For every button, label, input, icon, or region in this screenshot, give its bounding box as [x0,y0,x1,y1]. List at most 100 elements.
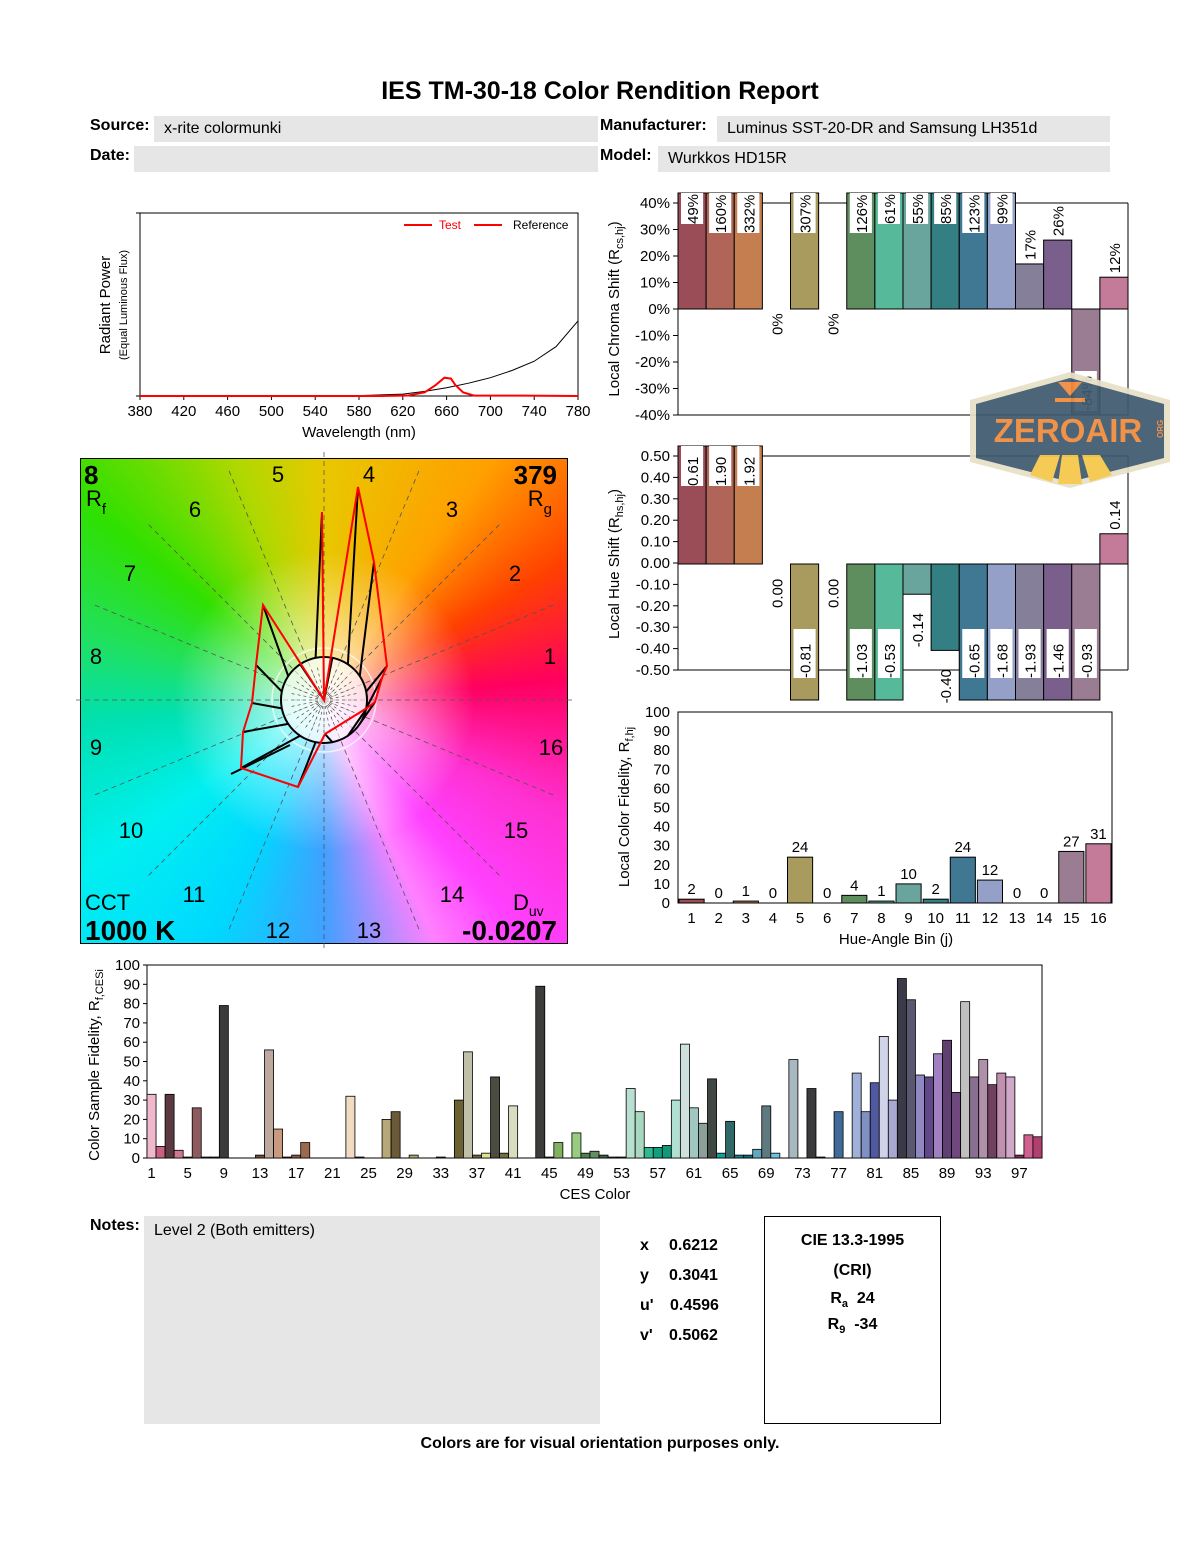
bar-value-label: 0 [769,885,777,902]
x-tick-label: 53 [613,1165,630,1182]
bar-value-label: -0.93 [1079,644,1096,678]
bar-value-label: 99% [994,194,1011,224]
chroma-vector-arrow [240,734,301,769]
bar-value-label: 31 [1090,826,1107,843]
x-tick-label: 660 [434,403,459,420]
v-prime-label: v' [640,1327,653,1344]
y-tick-label: 20% [640,248,670,265]
series-test-line [140,376,579,397]
duv-label: Duv [513,890,544,919]
bar-value-label: 0 [1040,885,1048,902]
ces-bar-84 [896,978,907,1159]
ces-bar-13 [255,1154,265,1159]
bin-number-label: 4 [363,462,375,487]
ces-bar-68 [752,1148,763,1159]
ces-bar-93 [978,1059,989,1159]
radial-tick [326,668,338,695]
ces-bar-89 [942,1039,952,1159]
r9-label: R [827,1316,840,1334]
cri-subtitle: (CRI) [833,1262,872,1279]
y-tick-label: 30% [640,222,670,239]
y-tick-label: 0.30 [641,491,670,508]
ces-bar-59 [670,1099,681,1159]
ces-bar-45 [544,1156,555,1159]
ces-bar-18 [300,1142,311,1159]
bar-bin-8 [868,900,895,904]
spectrum-xlabel: Wavelength (nm) [302,424,416,441]
radial-tick [310,705,322,732]
bar-label-bg [1018,629,1041,678]
bar-label-bg [877,193,900,224]
y-tick-label: 40 [653,819,670,836]
x-tick-label: 5 [184,1165,192,1182]
legend-reference-label: Reference [513,218,569,232]
bar-value-label: 24 [792,839,809,856]
bar-value-label: 26% [1051,206,1068,236]
bar-value-label: 0.14 [1107,501,1124,530]
x-label: x [640,1237,649,1254]
y-tick-label: 40% [640,195,670,212]
spectral-power-chart: Radiant Power (Equal Luminous Flux) Wave… [97,212,591,441]
x-tick-label: 1 [687,910,695,927]
bar-value-label: 160% [713,195,730,233]
bar-value-label: -1.03 [854,644,871,678]
bar-value-label: 307% [798,195,815,233]
bin-number-label: 1 [544,644,556,669]
notes-field: Level 2 (Both emitters) [144,1216,600,1424]
ces-bar-37 [472,1154,482,1159]
bar-label-bg [681,446,704,486]
ces-bar-52 [607,1156,618,1159]
bar-value-label: 0 [823,885,831,902]
x-tick-label: 65 [722,1165,739,1182]
bin-boundary-line [146,522,325,701]
ra-label: R [830,1290,842,1307]
radial-tick [327,704,344,729]
y-tick-label: 0.20 [641,512,670,529]
x-tick-label: 9 [904,910,912,927]
bar-value-label: -0.81 [798,644,815,678]
test-gamut-polygon [239,486,389,789]
bin-boundary-line [227,468,325,701]
y-tick-label: 80 [123,996,140,1013]
y-tick-label: 80 [653,742,670,759]
x-tick-label: 620 [390,403,415,420]
chroma-vector-arrow [324,733,334,743]
x-tick-label: 9 [220,1165,228,1182]
x-tick-label: 460 [215,403,240,420]
logo-text: ZEROAIR [994,412,1143,449]
bar-label-bg [877,629,900,678]
ces-bar-40 [499,1152,510,1159]
fidelity-ylabel: Local Color Fidelity, Rf,hj [616,727,636,887]
ces-bar-99 [1032,1136,1043,1159]
y-tick-label: 60 [123,1034,140,1051]
ra-sub: a [841,1298,848,1311]
u-prime-label: u' [640,1297,654,1314]
ces-bar-1 [146,1093,157,1159]
bar-bin-5 [787,856,814,904]
logo-ray [1058,455,1082,484]
x-tick-label: 3 [742,910,750,927]
radial-tick [328,703,353,720]
cri-title: CIE 13.3-1995 [800,1232,905,1249]
y-tick-label: 90 [653,723,670,740]
y-tick-label: -0.50 [636,662,670,679]
source-label: Source: [90,117,150,134]
x-tick-label: 380 [127,403,152,420]
bar-value-label: 85% [938,194,955,224]
radial-tick [290,693,319,700]
source-field: x-rite colormunki [154,116,598,142]
y-tick-label: 0 [662,895,670,912]
ces-bar-3 [164,1093,175,1159]
x-tick-label: 11 [955,910,971,927]
ces-bar-33 [435,1156,446,1159]
bar-value-label: -0.40 [938,669,955,703]
x-tick-label: 8 [877,910,885,927]
x-tick-label: 37 [469,1165,486,1182]
radial-tick [304,704,321,729]
logo-ray [1030,455,1060,482]
bar-label-bg [849,629,872,678]
ces-bar-35 [453,1099,464,1159]
chroma-vector-arrow [365,665,388,693]
bar-label-bg [1046,629,1069,678]
ces-bar-54 [625,1088,636,1159]
